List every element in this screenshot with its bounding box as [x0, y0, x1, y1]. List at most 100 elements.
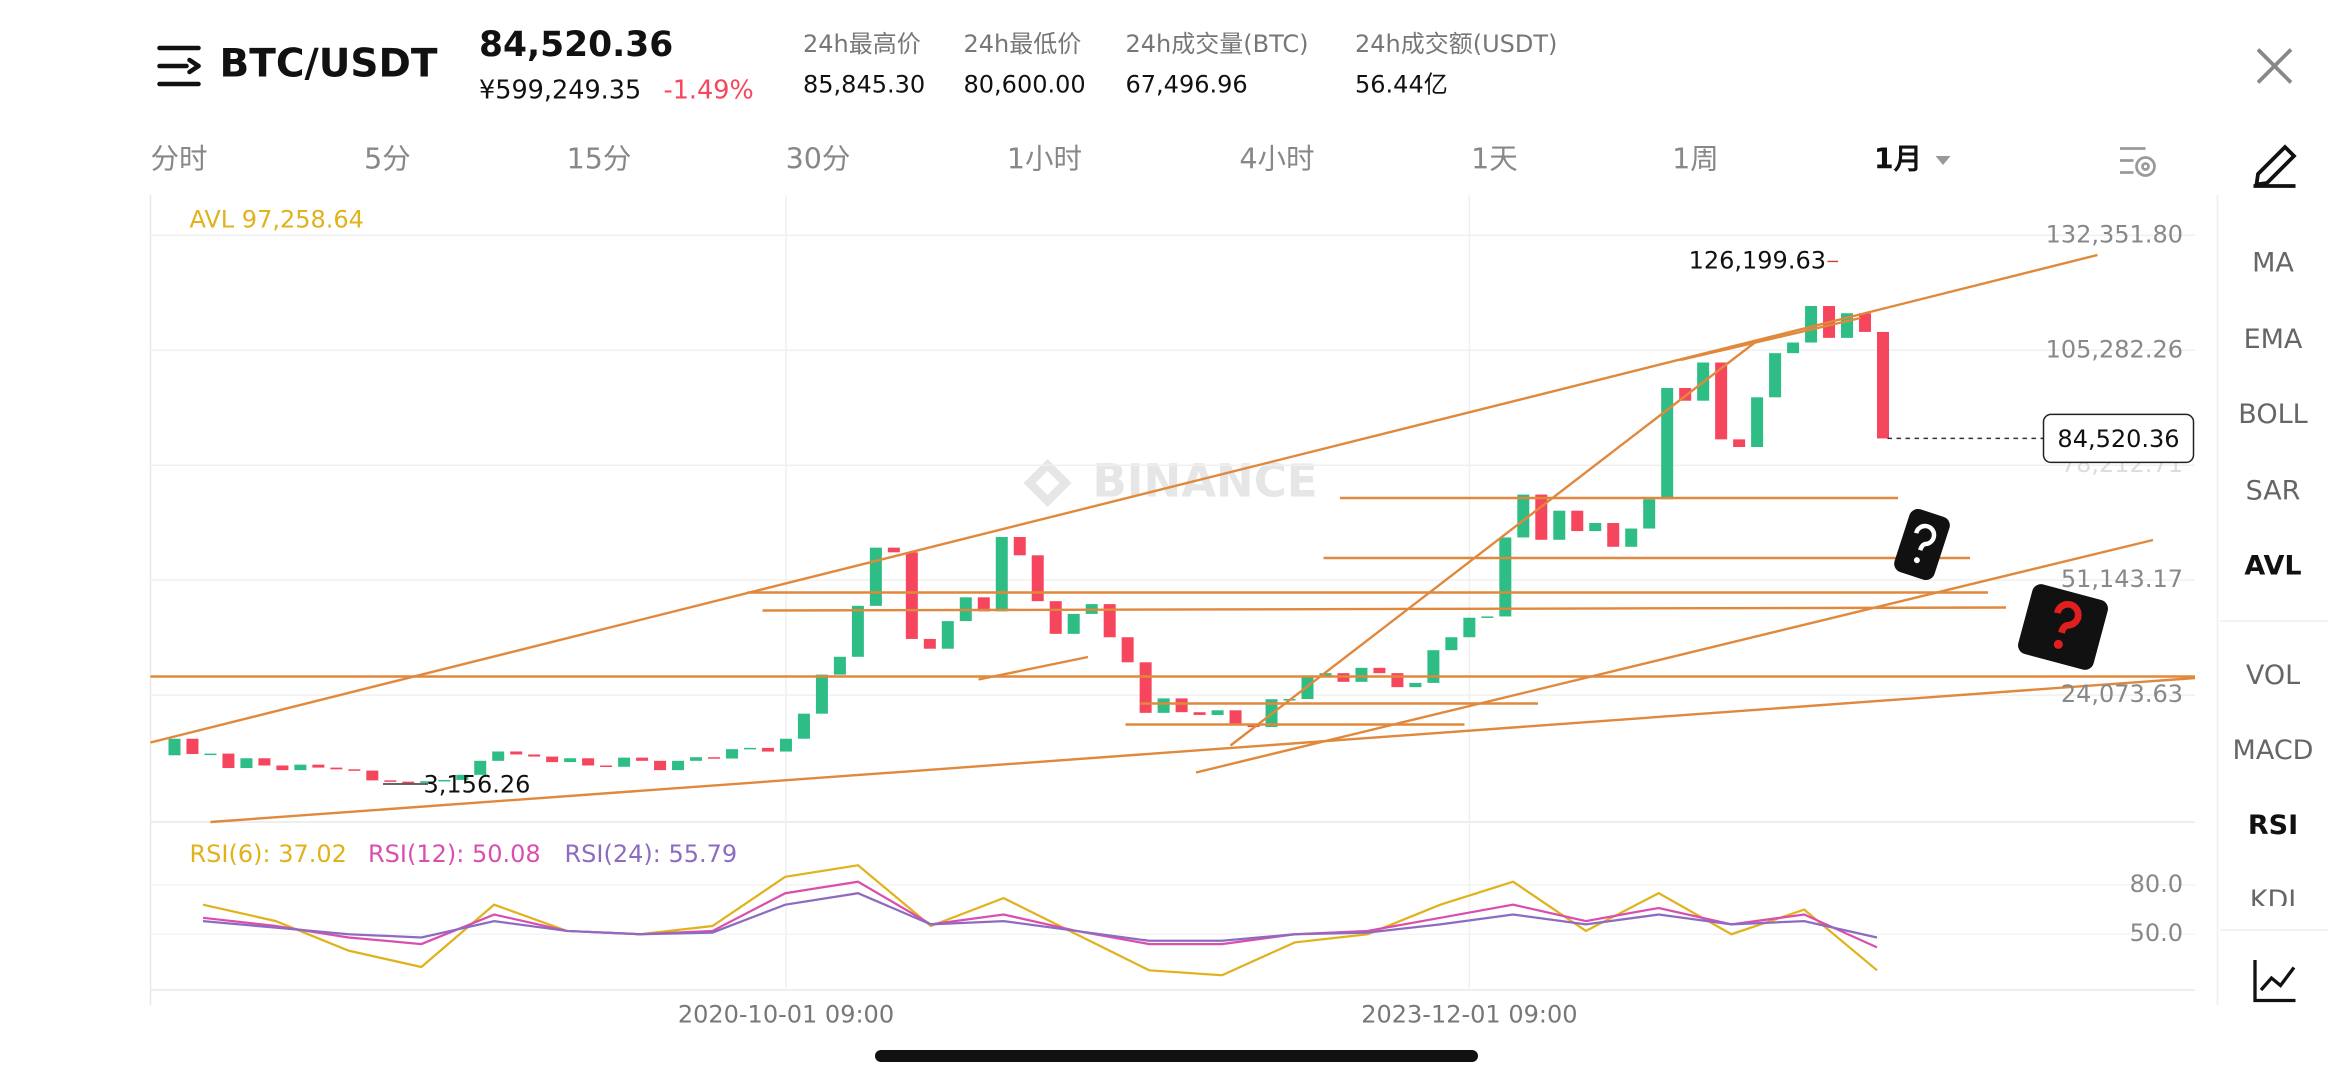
candle	[1445, 637, 1458, 651]
candle	[294, 764, 307, 771]
stat-value: 67,496.96	[1126, 71, 1248, 99]
stat-label: 24h最低价	[964, 30, 1082, 58]
indicator-option[interactable]: MA	[2252, 248, 2294, 279]
candle	[1607, 523, 1620, 547]
menu-icon[interactable]	[157, 45, 201, 87]
y-tick-label: 24,073.63	[2061, 680, 2183, 708]
indicator-option[interactable]: AVL	[2244, 551, 2301, 582]
candle	[384, 780, 397, 782]
candle	[474, 760, 487, 775]
candle	[1499, 537, 1512, 617]
candle	[168, 738, 181, 756]
candle	[977, 597, 990, 612]
candle	[1751, 397, 1764, 448]
candle	[186, 738, 199, 755]
candle	[887, 547, 900, 553]
y-tick-label: 50.0	[2130, 919, 2183, 947]
candle	[1877, 331, 1889, 439]
candle	[1481, 616, 1494, 618]
candle	[510, 751, 523, 755]
legend-entry: RSI(12): 50.08	[368, 840, 541, 868]
current-price-label: 84,520.36	[2057, 425, 2179, 453]
candle	[851, 605, 864, 657]
candle	[1625, 528, 1638, 547]
interval-tab[interactable]: 1小时	[1007, 143, 1082, 176]
candle	[204, 753, 217, 756]
legend-entry: RSI(6): 37.02	[190, 840, 347, 868]
candle	[1409, 682, 1422, 688]
candle	[1769, 353, 1782, 398]
x-tick-label: 2023-12-01 09:00	[1361, 1001, 1577, 1029]
candle	[1049, 601, 1062, 634]
price-cny: ¥599,249.35	[479, 76, 641, 106]
interval-tab[interactable]: 1天	[1471, 143, 1518, 176]
draw-tool-icon[interactable]	[2253, 144, 2297, 188]
candle	[1805, 306, 1818, 343]
interval-tab[interactable]: 1月	[1874, 143, 1922, 176]
rsi-line	[202, 892, 1878, 942]
interval-tab[interactable]: 1周	[1672, 143, 1719, 176]
interval-tab[interactable]: 5分	[364, 143, 411, 176]
last-price: 84,520.36	[479, 25, 673, 65]
trend-lines	[150, 253, 2196, 824]
interval-tab[interactable]: 15分	[567, 143, 632, 176]
candle	[1859, 313, 1872, 332]
candle	[528, 754, 541, 757]
indicator-option[interactable]: VOL	[2246, 660, 2300, 691]
candle	[330, 767, 343, 770]
candle	[869, 547, 882, 606]
candle	[1715, 362, 1728, 440]
watermark-text: BINANCE	[1093, 455, 1318, 508]
current-price-tag	[2042, 413, 2195, 464]
candle	[1589, 523, 1602, 532]
candle	[690, 757, 703, 761]
candle	[797, 713, 810, 739]
interval-tab[interactable]: 4小时	[1239, 143, 1314, 176]
indicator-option[interactable]: SAR	[2246, 476, 2301, 507]
candle	[1661, 387, 1674, 500]
indicator-option[interactable]: MACD	[2233, 735, 2314, 766]
candle	[815, 674, 828, 714]
dropdown-arrow	[1935, 156, 1951, 165]
question-icon-red	[2018, 584, 2108, 670]
avl-label: AVL 97,258.64	[190, 206, 364, 234]
menu-fade	[2220, 906, 2329, 927]
settings-icon[interactable]	[2120, 147, 2156, 177]
close-button[interactable]	[2256, 48, 2293, 84]
candle	[240, 758, 253, 769]
stat-label: 24h最高价	[803, 30, 921, 58]
rsi-line	[202, 864, 1878, 977]
question-icon	[1894, 508, 1950, 581]
stat-value: 80,600.00	[964, 71, 1086, 99]
interval-tab[interactable]: 分时	[151, 143, 208, 176]
candle	[1553, 510, 1566, 540]
candle	[1355, 667, 1368, 682]
candle	[1103, 604, 1116, 638]
symbol[interactable]: BTC/USDT	[220, 42, 438, 87]
candle	[654, 760, 667, 771]
indicator-option[interactable]: BOLL	[2238, 399, 2307, 430]
candle	[1733, 439, 1746, 448]
candle	[779, 738, 792, 752]
candle	[420, 781, 433, 783]
candle	[708, 757, 721, 759]
candle	[618, 757, 631, 767]
home-indicator	[875, 1050, 1478, 1062]
candle	[833, 656, 846, 675]
candle	[923, 638, 936, 649]
indicator-option[interactable]: RSI	[2248, 810, 2298, 841]
candle	[1121, 637, 1134, 663]
candle	[312, 764, 325, 768]
candle	[1319, 673, 1332, 677]
watermark: BINANCE	[1023, 455, 1318, 508]
chart-type-icon[interactable]	[2253, 960, 2296, 1003]
y-tick-label: 80.0	[2130, 870, 2183, 898]
candle	[995, 537, 1008, 612]
stat-label: 24h成交量(BTC)	[1126, 30, 1309, 58]
candle	[276, 765, 289, 771]
candle	[726, 749, 738, 759]
interval-tab[interactable]: 30分	[786, 143, 851, 176]
indicator-option[interactable]: EMA	[2244, 324, 2303, 355]
candle	[1139, 662, 1152, 713]
candle	[456, 774, 469, 780]
